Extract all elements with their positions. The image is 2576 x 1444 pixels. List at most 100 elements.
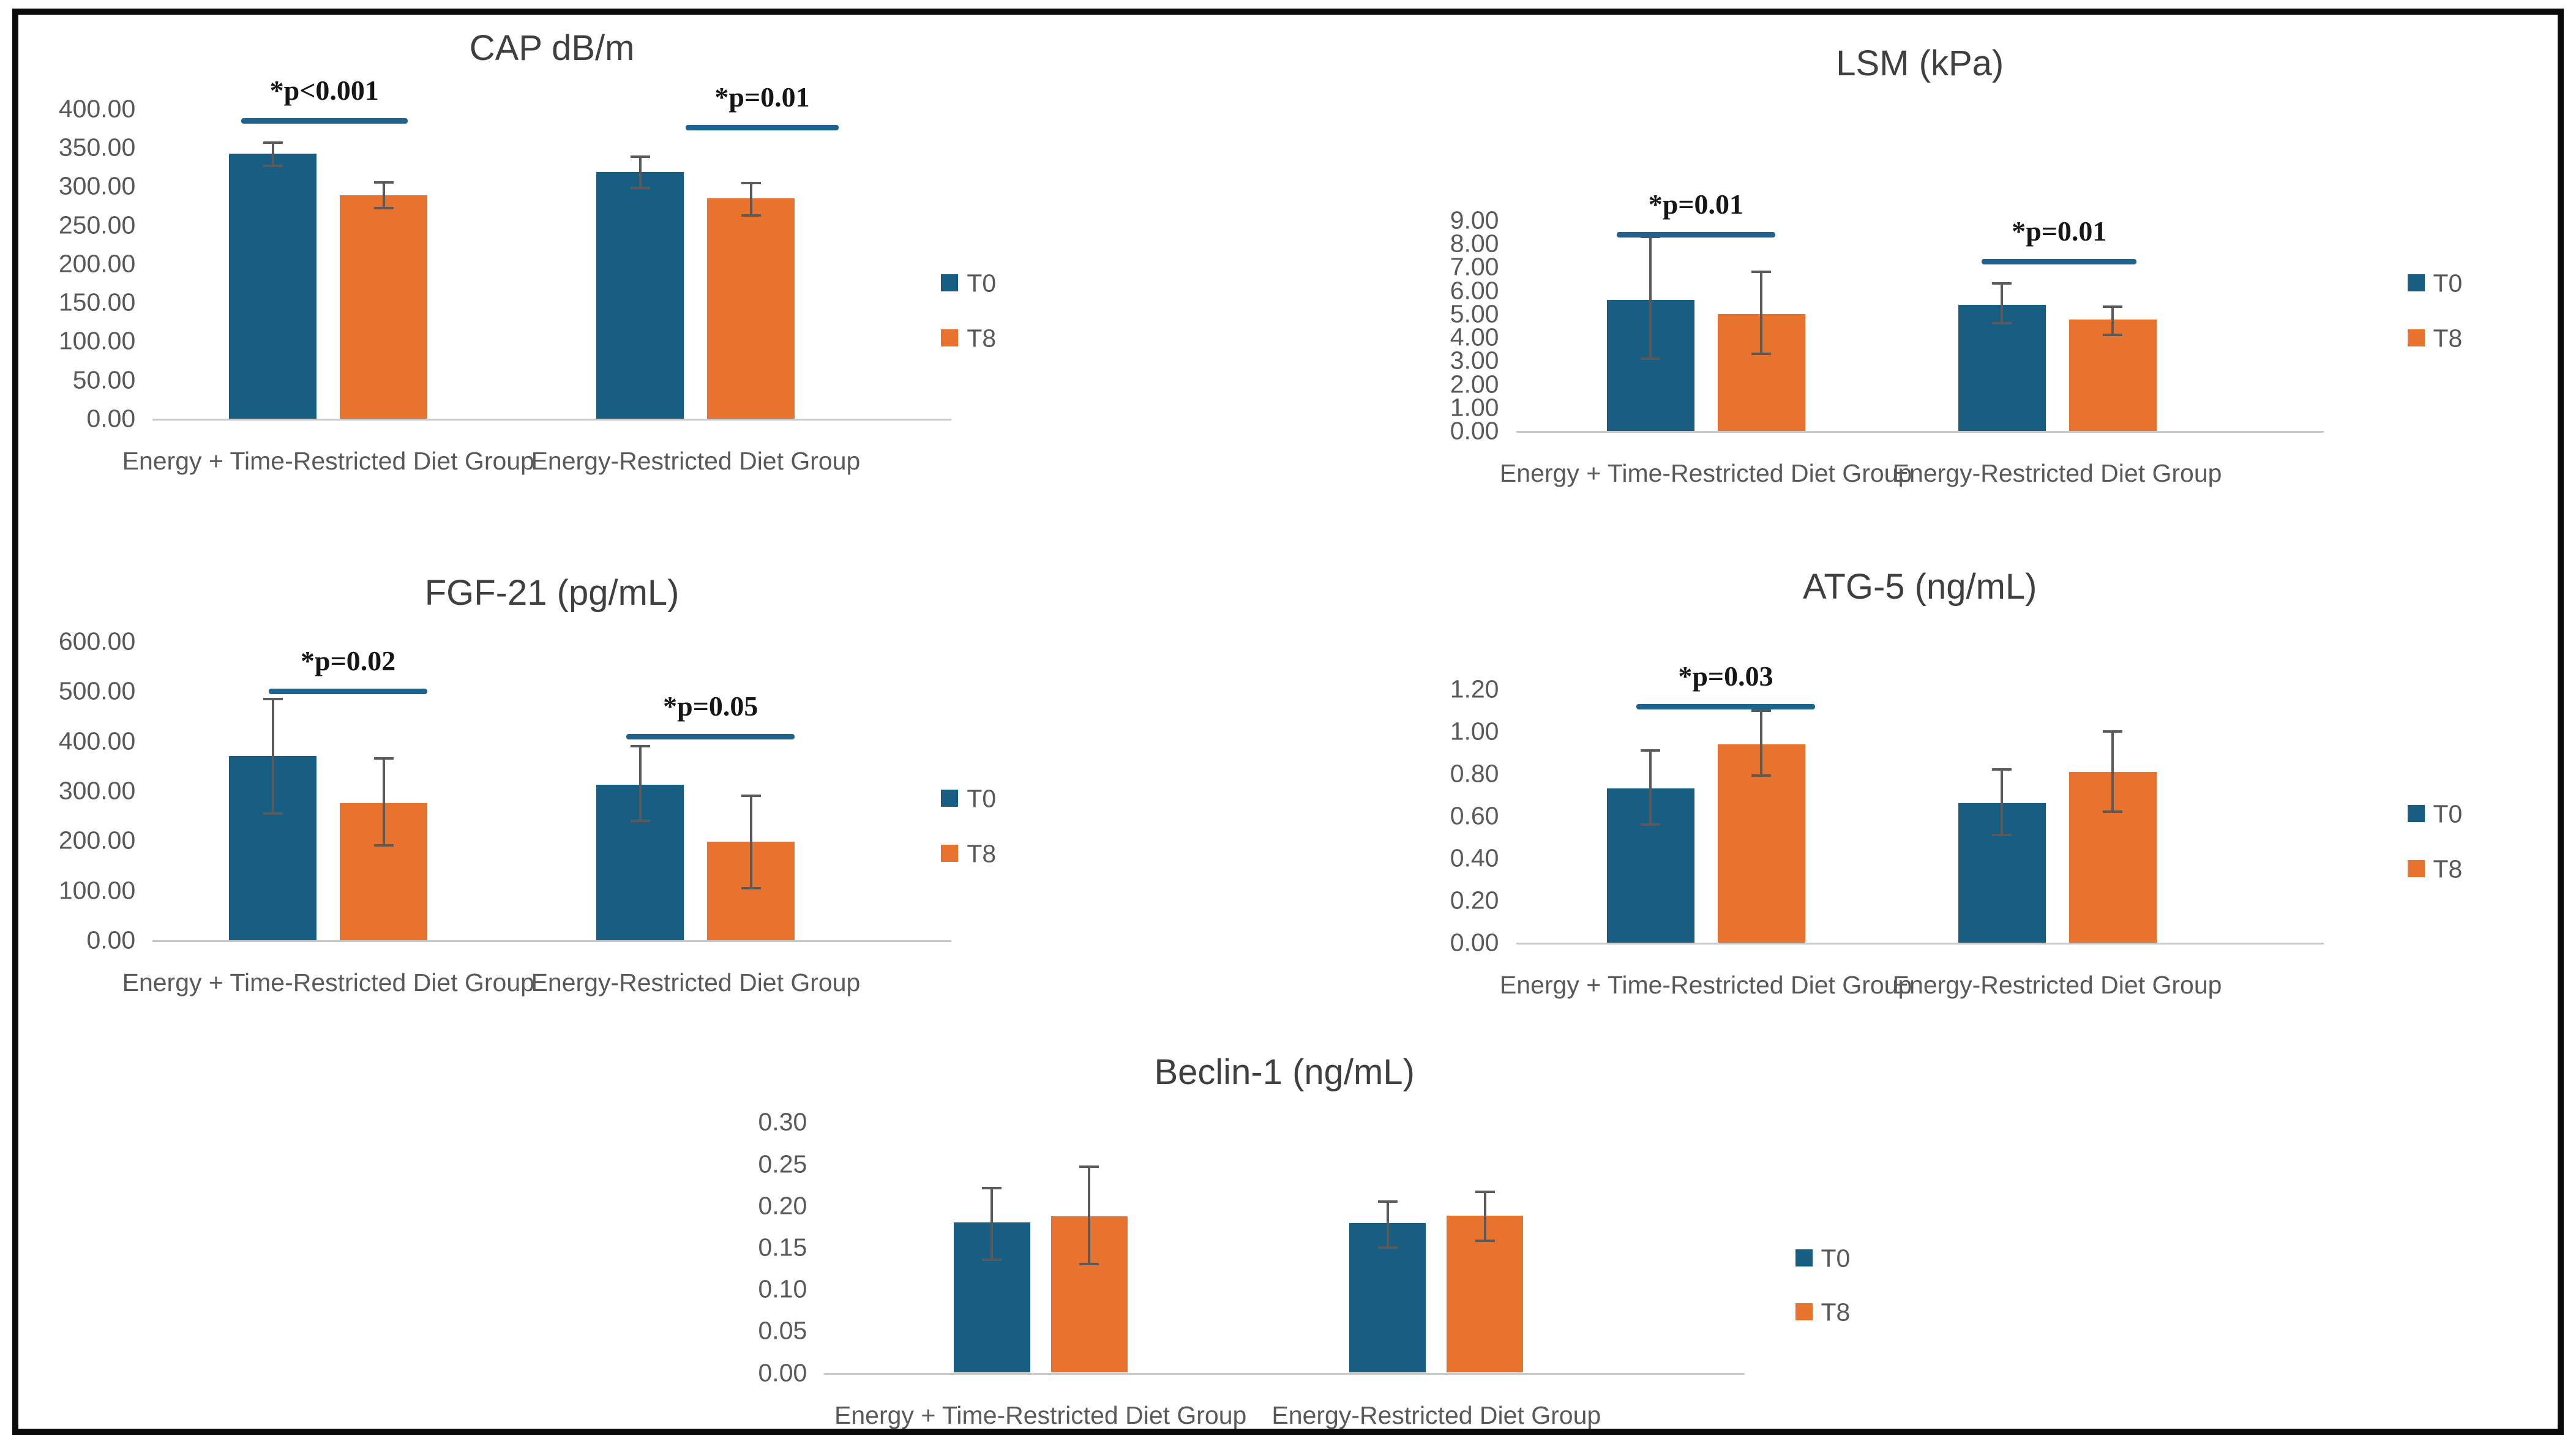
chart-lsm: LSM (kPa) 0.00 1.00 2.00 3.00 4.00 5.00 6.00 7.0… bbox=[1432, 24, 2547, 514]
error-bar-cap-top bbox=[1475, 1190, 1495, 1193]
significance-line bbox=[626, 733, 795, 739]
error-bar-cap-bottom bbox=[263, 812, 283, 815]
y-tick-label: 8.00 bbox=[1450, 229, 1499, 258]
error-bar-cap-bottom bbox=[2103, 810, 2123, 814]
legend-label-t8: T8 bbox=[2433, 855, 2463, 883]
error-bar-cap-bottom bbox=[982, 1259, 1002, 1262]
legend-label-t0: T0 bbox=[967, 784, 997, 813]
error-bar-cap-top bbox=[630, 744, 650, 747]
legend-swatch-t8 bbox=[941, 845, 959, 862]
error-bar-cap-bottom bbox=[1641, 357, 1661, 360]
category-label: Energy + Time-Restricted Diet Group bbox=[1499, 459, 1912, 487]
error-bar bbox=[1649, 236, 1652, 359]
y-tick-label: 50.00 bbox=[72, 365, 136, 394]
error-bar bbox=[1088, 1166, 1091, 1265]
legend-label-t0: T0 bbox=[1821, 1244, 1851, 1273]
error-bar-cap-top bbox=[1992, 282, 2012, 285]
bar-t0-group1 bbox=[229, 154, 317, 419]
y-tick-label: 0.05 bbox=[758, 1316, 807, 1345]
x-axis-line bbox=[1516, 943, 2324, 945]
y-tick-label: 400.00 bbox=[58, 727, 136, 755]
error-bar-cap-top bbox=[1377, 1200, 1398, 1203]
chart-title-fgf21: FGF-21 (pg/mL) bbox=[424, 573, 680, 613]
significance-label: *p=0.03 bbox=[1678, 660, 1773, 692]
chart-title-beclin1: Beclin-1 (ng/mL) bbox=[1154, 1052, 1415, 1092]
significance-line bbox=[1616, 232, 1775, 238]
y-tick-label: 1.00 bbox=[1450, 717, 1499, 746]
legend-swatch-t0 bbox=[2407, 804, 2425, 822]
error-bar bbox=[749, 796, 752, 888]
y-tick-label: 1.00 bbox=[1450, 393, 1499, 422]
error-bar-cap-bottom bbox=[741, 886, 761, 889]
x-axis-line bbox=[152, 940, 951, 942]
error-bar bbox=[2001, 283, 2004, 324]
error-bar bbox=[638, 746, 642, 821]
error-bar bbox=[382, 758, 385, 846]
error-bar bbox=[1760, 272, 1763, 354]
error-bar bbox=[2111, 307, 2114, 335]
error-bar bbox=[1386, 1201, 1389, 1248]
significance-line bbox=[686, 125, 839, 131]
y-tick-label: 0.60 bbox=[1450, 801, 1499, 830]
bar-t8-group2 bbox=[707, 198, 795, 419]
legend-swatch-t0 bbox=[1795, 1249, 1813, 1266]
legend-label-t0: T0 bbox=[2433, 799, 2463, 828]
error-bar-cap-top bbox=[2103, 305, 2123, 309]
y-tick-label: 9.00 bbox=[1450, 206, 1499, 234]
error-bar-cap-top bbox=[263, 697, 283, 700]
y-tick-label: 400.00 bbox=[58, 94, 136, 123]
significance-line bbox=[1982, 259, 2137, 265]
y-tick-label: 300.00 bbox=[58, 171, 136, 200]
error-bar-cap-top bbox=[2103, 730, 2123, 733]
chart-title-lsm: LSM (kPa) bbox=[1836, 43, 2004, 83]
bar-t0-group2 bbox=[596, 172, 684, 419]
error-bar-cap-top bbox=[741, 182, 761, 185]
y-tick-label: 0.30 bbox=[758, 1107, 807, 1136]
y-tick-label: 0.25 bbox=[758, 1150, 807, 1178]
category-label: Energy + Time-Restricted Diet Group bbox=[122, 447, 534, 475]
error-bar-cap-top bbox=[741, 795, 761, 798]
error-bar-cap-top bbox=[1641, 749, 1661, 752]
error-bar-cap-bottom bbox=[373, 206, 394, 209]
y-tick-label: 350.00 bbox=[58, 133, 136, 162]
y-tick-label: 100.00 bbox=[58, 876, 136, 905]
legend-swatch-t0 bbox=[2407, 274, 2425, 291]
legend-label-t0: T0 bbox=[967, 269, 997, 297]
y-tick-label: 300.00 bbox=[58, 776, 136, 805]
chart-fgf21: FGF-21 (pg/mL) 0.00 100.00 200.00 300.00 400.… bbox=[37, 539, 1053, 1041]
chart-title-cap: CAP dB/m bbox=[469, 28, 635, 68]
legend-label-t8: T8 bbox=[967, 324, 997, 353]
category-label: Energy-Restricted Diet Group bbox=[1892, 971, 2222, 1000]
y-tick-label: 500.00 bbox=[58, 676, 136, 705]
error-bar bbox=[638, 157, 642, 188]
error-bar-cap-top bbox=[373, 757, 394, 760]
y-tick-label: 5.00 bbox=[1450, 299, 1499, 328]
category-label: Energy-Restricted Diet Group bbox=[531, 968, 861, 997]
x-axis-line bbox=[152, 419, 951, 421]
y-tick-label: 4.00 bbox=[1450, 323, 1499, 351]
error-bar bbox=[990, 1188, 994, 1260]
y-tick-label: 0.00 bbox=[758, 1358, 807, 1386]
significance-line bbox=[241, 118, 408, 124]
error-bar-cap-top bbox=[1992, 768, 2012, 771]
chart-beclin1: Beclin-1 (ng/mL) 0.00 0.05 0.10 0.15 0.20 0.25… bbox=[692, 1041, 1953, 1429]
error-bar-cap-bottom bbox=[263, 165, 283, 168]
legend-swatch-t8 bbox=[1795, 1303, 1813, 1320]
y-tick-label: 600.00 bbox=[58, 627, 136, 656]
x-axis-line bbox=[1516, 431, 2324, 433]
y-tick-label: 0.10 bbox=[758, 1274, 807, 1303]
error-bar-cap-bottom bbox=[1992, 834, 2012, 837]
bar-t8-group1 bbox=[340, 195, 428, 419]
y-tick-label: 0.00 bbox=[86, 404, 136, 433]
chart-cap: CAP dB/m 0.00 50.00 100.00 150.00 200.00 250.0… bbox=[37, 24, 1053, 514]
chart-atg5: ATG-5 (ng/mL) 0.00 0.20 0.40 0.60 0.80 1.00 1.2… bbox=[1432, 539, 2547, 1041]
category-label: Energy-Restricted Diet Group bbox=[1271, 1401, 1601, 1429]
significance-label: *p=0.01 bbox=[1648, 189, 1744, 220]
category-label: Energy + Time-Restricted Diet Group bbox=[1499, 971, 1912, 1000]
significance-label: *p<0.001 bbox=[269, 74, 379, 106]
y-tick-label: 150.00 bbox=[58, 288, 136, 316]
error-bar-cap-bottom bbox=[1475, 1239, 1495, 1242]
error-bar-cap-bottom bbox=[630, 819, 650, 822]
category-label: Energy-Restricted Diet Group bbox=[531, 447, 861, 475]
